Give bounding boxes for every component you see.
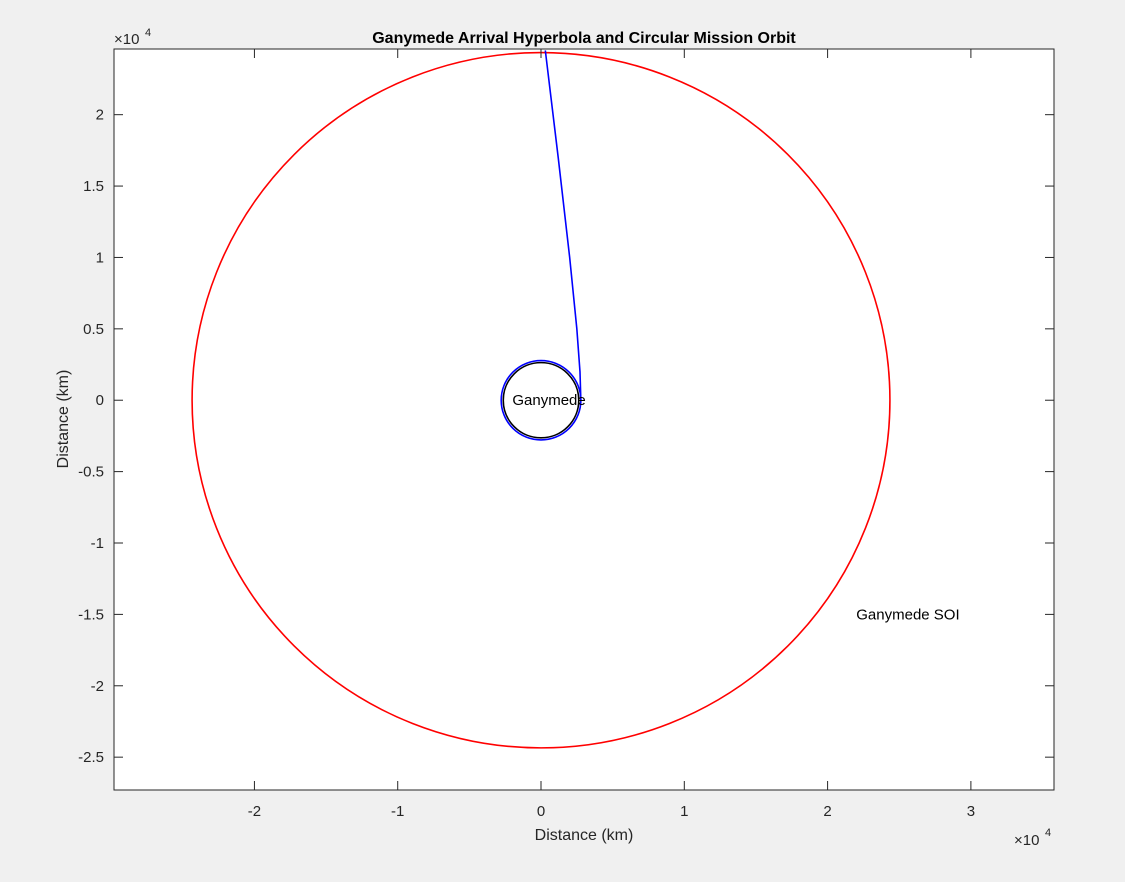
y-tick-label: 1.5 [83,178,104,195]
y-tick-label: 0 [96,392,104,409]
mission-orbit-circle [500,359,582,441]
x-tick-label: 3 [967,803,975,820]
x-axis-ticks: -2 -1 0 1 2 3 [248,49,975,820]
y-tick-label: -0.5 [78,464,104,481]
ganymede-label: Ganymede [512,392,585,409]
x-tick-label: 1 [680,803,688,820]
x-tick-label: 0 [537,803,545,820]
ganymede-body-circle [502,361,580,439]
x-exponent-base: ×10 [1014,832,1039,849]
y-tick-label: 2 [96,107,104,124]
y-tick-label: -1 [91,535,104,552]
x-exponent-power: 4 [1045,827,1051,839]
axes-background [114,49,1054,790]
x-tick-label: -1 [391,803,404,820]
y-axis-ticks: -2.5 -2 -1.5 -1 -0.5 0 0.5 1 1.5 2 [78,107,1054,766]
y-axis-label: Distance (km) [55,370,72,469]
ganymede-soi-label: Ganymede SOI [856,606,959,623]
y-exponent-power: 4 [145,27,151,39]
y-tick-label: -2 [91,678,104,695]
y-tick-label: -1.5 [78,606,104,623]
x-tick-label: 2 [823,803,831,820]
y-exponent-base: ×10 [114,31,139,48]
y-tick-label: -2.5 [78,749,104,766]
y-axis-exponent: ×10 4 [114,27,151,48]
y-tick-label: 1 [96,249,104,266]
arrival-hyperbola-line [544,50,582,401]
x-axis-exponent: ×10 4 [1014,827,1051,849]
y-tick-label: 0.5 [83,321,104,338]
x-tick-label: -2 [248,803,261,820]
chart-title: Ganymede Arrival Hyperbola and Circular … [372,30,796,47]
x-axis-label: Distance (km) [535,827,634,844]
axes-box [113,48,1055,791]
annotations: Ganymede Ganymede SOI [512,392,959,623]
